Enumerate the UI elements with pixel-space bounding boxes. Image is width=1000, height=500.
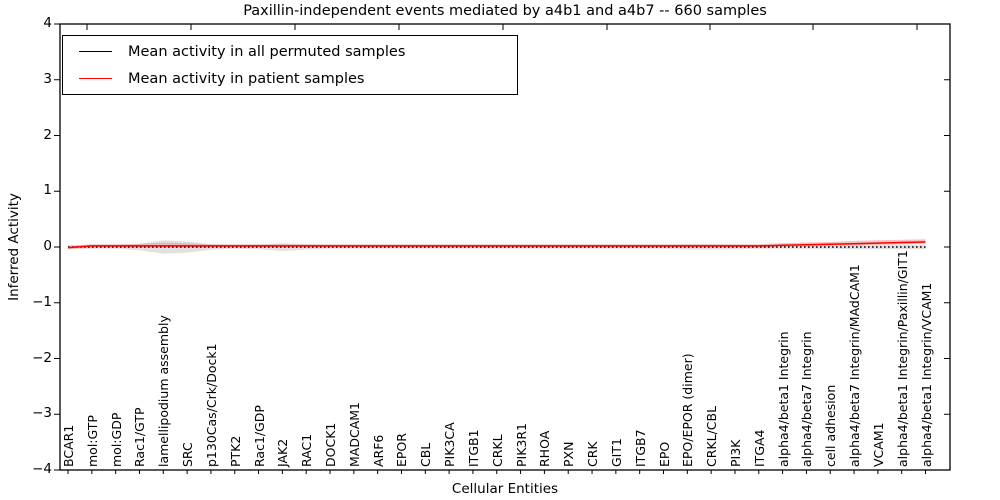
x-tick-label: BCAR1 <box>61 424 76 467</box>
x-tick-label: PIK3CA <box>442 422 458 467</box>
x-tick-label: alpha4/beta1 Integrin/Paxillin/GIT1 <box>894 250 910 467</box>
legend-line-sample-permuted-icon <box>79 51 112 52</box>
x-tick-label: alpha4/beta1 Integrin/VCAM1 <box>918 282 934 467</box>
x-tick-label: cell adhesion <box>823 384 839 467</box>
x-tick-label: mol:GDP <box>108 412 124 467</box>
x-tick-label: ARF6 <box>370 434 386 467</box>
x-tick-label: CBL <box>418 442 434 467</box>
y-tick-label: −3 <box>32 405 52 422</box>
x-tick-label: VCAM1 <box>870 422 886 467</box>
chart-title: Paxillin-independent events mediated by … <box>243 3 767 19</box>
band-patient <box>68 239 926 250</box>
x-tick-label: EPOR <box>394 433 410 467</box>
legend-label-patient: Mean activity in patient samples <box>128 70 365 87</box>
x-tick-label: CRK <box>585 441 601 467</box>
x-tick-label: Rac1/GDP <box>251 405 267 467</box>
x-tick-label: DOCK1 <box>323 422 339 467</box>
x-tick-label: mol:GTP <box>84 415 100 467</box>
x-tick-label: EPO <box>656 441 672 467</box>
x-tick-label: RHOA <box>537 430 553 467</box>
legend-line-sample-patient-icon <box>79 78 112 79</box>
legend: Mean activity in all permuted samples Me… <box>62 35 518 95</box>
x-tick-label: GIT1 <box>608 438 624 467</box>
x-tick-label: EPO/EPOR (dimer) <box>680 353 696 467</box>
y-tick-label: −2 <box>32 349 52 366</box>
x-tick-label: RAC1 <box>299 433 315 467</box>
x-tick-label: MADCAM1 <box>346 402 362 467</box>
y-axis-title: Inferred Activity <box>6 193 22 301</box>
x-axis-title: Cellular Entities <box>451 481 559 497</box>
x-tick-label: PI3K <box>727 439 743 467</box>
y-tick-label: −1 <box>32 293 52 310</box>
x-tick-label: JAK2 <box>275 438 291 467</box>
y-tick-label: −4 <box>32 461 52 477</box>
y-tick-label: 2 <box>43 126 52 143</box>
x-tick-label: Rac1/GTP <box>132 407 148 467</box>
x-tick-label: ITGA4 <box>751 429 767 467</box>
x-tick-label: p130Cas/Crk/Dock1 <box>203 343 219 467</box>
x-tick-label: CRKL/CBL <box>704 405 720 467</box>
y-tick-label: 4 <box>43 15 52 31</box>
x-tick-label: PTK2 <box>227 435 243 467</box>
y-tick-label: 1 <box>43 182 52 199</box>
x-tick-label: PIK3R1 <box>513 422 529 467</box>
x-tick-label: ITGB7 <box>632 429 648 467</box>
x-tick-label: CRKL <box>489 434 505 467</box>
y-tick-label: 0 <box>43 238 52 254</box>
x-tick-label: alpha4/beta7 Integrin <box>799 331 815 467</box>
x-tick-label: ITGB1 <box>465 429 481 467</box>
legend-label-permuted: Mean activity in all permuted samples <box>128 43 406 60</box>
x-tick-label: SRC <box>180 442 196 467</box>
legend-entry-patient: Mean activity in patient samples <box>63 65 517 92</box>
series-line-patient <box>67 241 926 249</box>
x-tick-label: PXN <box>561 441 577 467</box>
legend-entry-permuted: Mean activity in all permuted samples <box>63 38 517 65</box>
x-tick-label: alpha4/beta7 Integrin/MAdCAM1 <box>847 264 863 467</box>
x-tick-label: alpha4/beta1 Integrin <box>775 331 791 467</box>
x-tick-label: lamellipodium assembly <box>156 315 172 467</box>
y-tick-label: 3 <box>43 70 52 87</box>
